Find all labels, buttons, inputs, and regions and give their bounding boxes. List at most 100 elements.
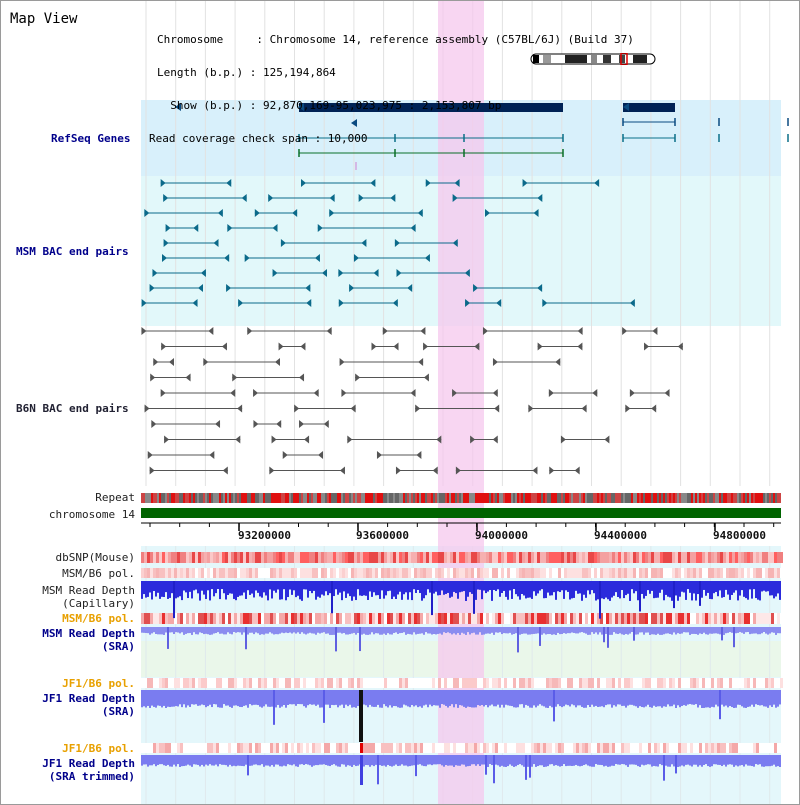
- track-label-jf1-depth-trim[interactable]: JF1 Read Depth: [42, 757, 135, 770]
- jf1-trim-depth-bar: [603, 755, 605, 767]
- msm-sra-depth-bar: [185, 627, 187, 634]
- track-label-msm-b6-pol-2[interactable]: MSM/B6 pol.: [62, 612, 135, 625]
- jf1-trim-depth-bar: [621, 755, 623, 765]
- repeat-segment: [581, 493, 583, 503]
- msm-cap-depth-bar: [179, 581, 181, 597]
- jf1-trim-depth-bar: [763, 755, 765, 767]
- msm-sra-depth-bar: [537, 627, 539, 634]
- jf1-sra-depth-bar: [549, 690, 551, 706]
- msm-sra-depth-bar: [753, 627, 755, 634]
- msm-pol-cell: [360, 613, 363, 624]
- dbsnp-cell: [372, 552, 375, 563]
- msm-pol-cell: [345, 613, 348, 624]
- msm-pol-cell: [624, 568, 627, 578]
- track-label-msm-b6-pol-1[interactable]: MSM/B6 pol.: [62, 567, 135, 580]
- repeat-segment: [523, 493, 525, 503]
- repeat-segment: [249, 493, 251, 503]
- msm-pol-cell: [699, 613, 702, 624]
- jf1-pol-cell: [408, 743, 411, 753]
- jf1-sra-depth-bar: [289, 690, 291, 705]
- msm-pol-cell: [687, 568, 690, 578]
- jf1-pol-cell: [546, 743, 549, 753]
- dbsnp-cell: [546, 552, 549, 563]
- repeat-segment: [707, 493, 709, 503]
- repeat-segment: [539, 493, 541, 503]
- track-label-jf1-b6-pol-2[interactable]: JF1/B6 pol.: [62, 742, 135, 755]
- msm-pol-cell: [315, 613, 318, 624]
- jf1-trim-depth-bar: [173, 755, 175, 765]
- axis-tick-label: 94000000: [475, 529, 528, 542]
- msm-cap-depth-bar: [719, 581, 721, 591]
- track-label-refseq[interactable]: RefSeq Genes: [51, 132, 131, 145]
- msm-sra-depth-bar: [499, 627, 501, 633]
- msm-cap-depth-bar: [315, 581, 317, 600]
- msm-bac-pair-end: [254, 209, 260, 217]
- msm-pol-cell: [222, 613, 225, 624]
- msm-cap-depth-bar: [483, 581, 485, 591]
- jf1-sra-depth-bar: [395, 690, 397, 707]
- msm-cap-depth-bar: [183, 581, 185, 591]
- jf1-sra-depth-bar: [405, 690, 407, 706]
- repeat-segment: [693, 493, 695, 503]
- jf1-sra-depth-bar: [265, 690, 267, 705]
- msm-cap-depth-bar: [737, 581, 739, 601]
- chromosome-ideogram[interactable]: [529, 53, 657, 65]
- repeat-segment: [423, 493, 425, 503]
- msm-cap-depth-bar: [369, 581, 371, 592]
- b6n-bac-pair-end: [208, 327, 214, 335]
- dbsnp-cell: [291, 552, 294, 563]
- jf1-pol-cell: [198, 678, 201, 688]
- track-label-msm-bac[interactable]: MSM BAC end pairs: [16, 245, 129, 258]
- jf1-trim-depth-bar: [467, 755, 469, 767]
- msm-cap-depth-bar: [263, 581, 265, 593]
- track-label-dbsnp[interactable]: dbSNP(Mouse): [55, 551, 135, 564]
- msm-pol-cell: [522, 568, 525, 578]
- jf1-sra-depth-bar: [563, 690, 565, 707]
- b6n-bac-pair-end: [203, 358, 209, 366]
- msm-bac-pair-end: [329, 209, 335, 217]
- jf1-sra-depth-bar: [709, 690, 711, 708]
- track-label-b6n-bac[interactable]: B6N BAC end pairs: [16, 402, 129, 415]
- jf1-trim-depth-bar: [227, 755, 229, 767]
- jf1-sra-depth-bar: [393, 690, 395, 707]
- msm-cap-depth-bar: [771, 581, 773, 596]
- msm-sra-depth-bar: [303, 627, 305, 634]
- msm-sra-depth-bar: [271, 627, 273, 634]
- msm-pol-cell: [324, 613, 327, 624]
- jf1-trim-depth-bar: [409, 755, 411, 767]
- msm-sra-depth-bar: [391, 627, 393, 635]
- track-label-chromosome[interactable]: chromosome 14: [48, 508, 135, 521]
- msm-sra-depth-bar: [339, 627, 341, 633]
- track-label-jf1-depth-trim-sub: (SRA trimmed): [48, 770, 135, 783]
- jf1-pol-cell: [696, 743, 699, 753]
- msm-cap-depth-bar: [345, 581, 347, 598]
- msm-cap-depth-bar: [395, 581, 397, 600]
- msm-sra-depth-bar: [225, 627, 227, 635]
- msm-bac-pair-end: [272, 269, 278, 277]
- msm-pol-cell: [234, 613, 237, 624]
- track-label-msm-depth-cap[interactable]: MSM Read Depth: [42, 584, 135, 597]
- msm-sra-depth-bar: [157, 627, 159, 635]
- msm-sra-depth-bar: [441, 627, 443, 635]
- track-label-jf1-b6-pol-1[interactable]: JF1/B6 pol.: [62, 677, 135, 690]
- jf1-sra-depth-bar: [629, 690, 631, 705]
- repeat-segment: [477, 493, 479, 503]
- track-label-msm-depth-sra[interactable]: MSM Read Depth: [42, 627, 135, 640]
- track-label-repeat[interactable]: Repeat: [95, 491, 135, 504]
- msm-cap-depth-bar: [727, 581, 729, 595]
- msm-sra-depth-bar: [193, 627, 195, 633]
- repeat-segment: [231, 493, 233, 503]
- b6n-bac-pair-end: [230, 389, 236, 397]
- jf1-pol-cell: [732, 678, 735, 688]
- jf1-pol-cell: [336, 678, 339, 688]
- jf1-pol-cell: [324, 678, 327, 688]
- jf1-sra-depth-bar: [389, 690, 391, 706]
- jf1-trim-depth-bar: [769, 755, 771, 767]
- track-label-jf1-depth-sra[interactable]: JF1 Read Depth: [42, 692, 135, 705]
- msm-sra-depth-bar: [705, 627, 707, 635]
- msm-pol-cell: [756, 613, 759, 624]
- repeat-segment: [621, 493, 623, 503]
- jf1-pol-cell: [522, 678, 525, 688]
- msm-pol-cell: [387, 613, 390, 624]
